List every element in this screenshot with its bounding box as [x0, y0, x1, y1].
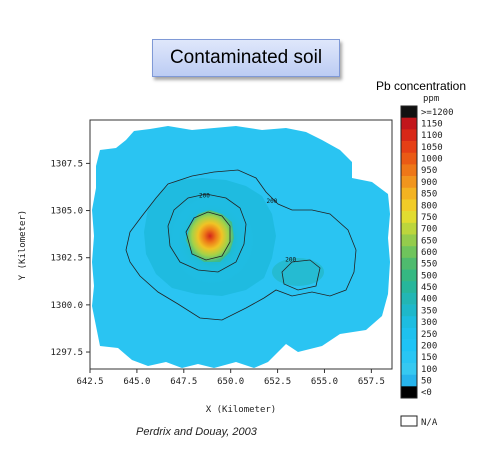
legend-label: 1150: [421, 120, 443, 130]
y-tick-label: 1302.5: [50, 254, 83, 264]
legend-label: 800: [421, 201, 437, 211]
legend-na-label: N/A: [421, 418, 438, 428]
y-tick-label: 1305.0: [50, 207, 83, 217]
legend-swatch: [401, 106, 417, 118]
legend-label: 550: [421, 260, 437, 270]
legend-title: Pb concentration: [376, 79, 466, 93]
legend-swatch: [401, 304, 417, 317]
legend-swatch: [401, 327, 417, 340]
contour-label: 200: [285, 256, 296, 263]
legend-swatch: [401, 187, 417, 200]
y-tick-label: 1307.5: [50, 159, 83, 169]
legend-label: 1100: [421, 131, 443, 141]
plot-frame: [89, 119, 393, 370]
slide-title: Contaminated soil: [152, 39, 340, 77]
contour-label: 200: [267, 198, 278, 205]
legend-label: 950: [421, 166, 437, 176]
contour-line-east: [281, 259, 321, 291]
concentration-surface: [92, 126, 390, 368]
legend-swatch: [401, 386, 417, 399]
legend-label: 450: [421, 283, 437, 293]
axes: 642.5 645.0 647.5 650.0 652.5 655.0 657.5 1297.…: [50, 159, 384, 387]
legend-label: <0: [421, 388, 432, 398]
x-tick-label: 657.5: [358, 377, 385, 387]
contour-lines: [125, 169, 357, 321]
legend-label: 500: [421, 271, 437, 281]
legend-swatch: [401, 292, 417, 305]
contour-labels: 200 200 200: [199, 192, 297, 263]
legend-swatch: [401, 234, 417, 247]
x-tick-label: 655.0: [311, 377, 338, 387]
legend-swatch: [401, 211, 417, 224]
legend-na-swatch: [400, 415, 418, 427]
legend-label: 250: [421, 330, 437, 340]
x-tick-label: 647.5: [170, 377, 197, 387]
elevated-concentration-region: [170, 196, 254, 284]
legend-swatch: [401, 281, 417, 294]
contour-label: 200: [199, 192, 210, 199]
legend-label: 900: [421, 178, 437, 188]
legend-swatch: [401, 339, 417, 352]
contour-line-outer: [125, 169, 357, 321]
legend-swatch: [401, 316, 417, 329]
legend-label: 700: [421, 225, 437, 235]
x-tick-label: 650.0: [217, 377, 244, 387]
y-tick-label: 1297.5: [50, 348, 83, 358]
legend-swatch: [401, 257, 417, 270]
legend-swatch: [401, 164, 417, 177]
legend-label: 400: [421, 295, 437, 305]
x-axis-label: X (Kilometer): [206, 405, 276, 415]
legend-swatch: [401, 362, 417, 375]
legend-label: 150: [421, 353, 437, 363]
legend-label: 650: [421, 236, 437, 246]
legend-label: 200: [421, 341, 437, 351]
x-tick-label: 642.5: [76, 377, 103, 387]
contour-line-inner: [167, 193, 247, 273]
legend-label: >=1200: [421, 108, 454, 118]
x-tick-label: 652.5: [264, 377, 291, 387]
legend-swatch: [401, 129, 417, 142]
legend-label: 300: [421, 318, 437, 328]
legend-swatch: [401, 176, 417, 189]
legend-swatch: [401, 199, 417, 212]
legend-label: 1000: [421, 155, 443, 165]
citation: Perdrix and Douay, 2003: [136, 426, 257, 438]
legend-swatch: [401, 269, 417, 282]
y-axis-label: Y (Kilometer): [18, 210, 28, 280]
secondary-elevated-region: [272, 258, 324, 286]
legend-swatch: [401, 117, 417, 130]
legend-swatch: [401, 246, 417, 259]
hotspot-region: [186, 210, 234, 262]
legend-label: 100: [421, 365, 437, 375]
legend-label: 600: [421, 248, 437, 258]
low-concentration-region: [92, 126, 390, 368]
legend-label: 750: [421, 213, 437, 223]
legend-swatch: [401, 222, 417, 235]
x-tick-label: 645.0: [123, 377, 150, 387]
legend-swatch: [401, 152, 417, 165]
legend-label: 850: [421, 190, 437, 200]
legend-swatch: [401, 374, 417, 387]
legend-label: 50: [421, 376, 432, 386]
medium-concentration-region: [144, 178, 276, 296]
legend-label: 350: [421, 306, 437, 316]
contour-line-hotspot: [185, 211, 231, 261]
legend-label: 1050: [421, 143, 443, 153]
legend-unit: ppm: [423, 94, 439, 104]
y-tick-label: 1300.0: [50, 301, 83, 311]
legend-swatch: [401, 141, 417, 154]
legend-swatch: [401, 351, 417, 364]
legend-border: [400, 105, 418, 399]
